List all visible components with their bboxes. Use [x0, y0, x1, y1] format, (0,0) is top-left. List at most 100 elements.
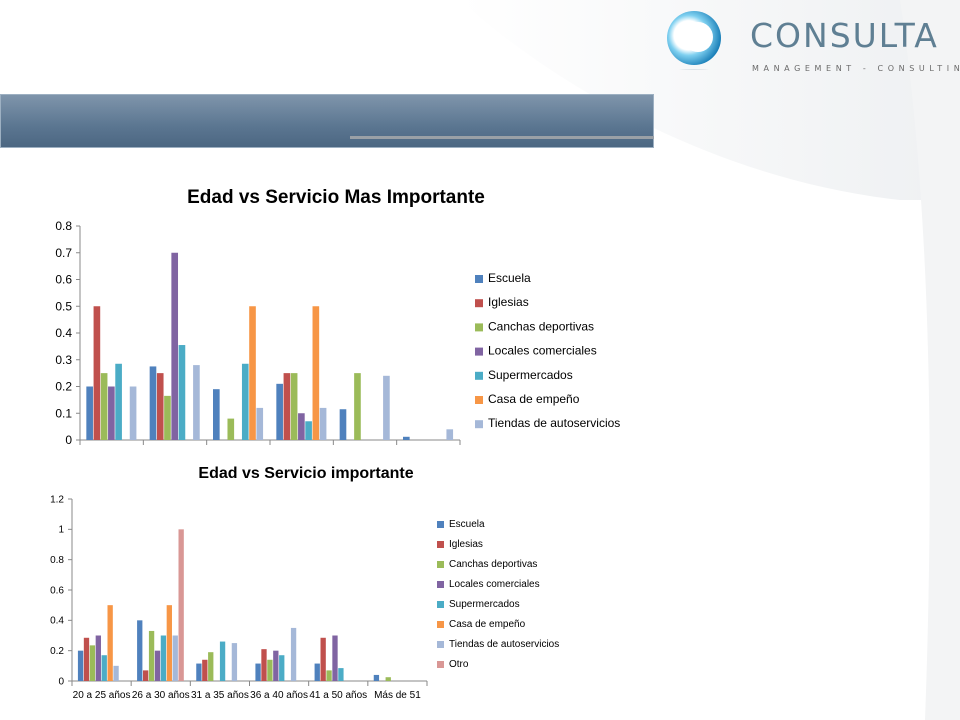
banner-underline	[350, 136, 654, 139]
legend-label: Iglesias	[488, 295, 529, 309]
bar	[154, 650, 161, 681]
legend-swatch	[437, 521, 444, 528]
bar	[273, 650, 279, 681]
legend-label: Escuela	[449, 519, 485, 530]
bar	[219, 641, 226, 681]
legend-label: Casa de empeño	[449, 619, 526, 630]
bar	[93, 306, 101, 440]
legend-swatch	[437, 621, 444, 628]
legend-swatch	[475, 275, 483, 283]
bar	[241, 363, 249, 440]
legend-swatch	[437, 641, 444, 648]
bar	[86, 386, 93, 440]
bar	[137, 620, 143, 681]
x-category-label: 31 a 35 años	[191, 690, 249, 701]
bar	[298, 413, 305, 440]
bar	[77, 650, 84, 681]
legend-label: Supermercados	[449, 599, 520, 610]
y-tick-label: 0.8	[50, 555, 64, 566]
bar	[160, 635, 167, 681]
legend-swatch	[475, 299, 483, 308]
bar	[156, 373, 164, 440]
y-tick-label: 0.3	[55, 353, 72, 367]
bar	[249, 306, 256, 440]
bar	[354, 373, 361, 440]
bar	[95, 635, 101, 681]
legend-swatch	[475, 420, 483, 429]
legend-label: Locales comerciales	[449, 579, 540, 590]
y-tick-label: 0.4	[50, 616, 64, 627]
bar	[89, 645, 96, 681]
legend-label: Tiendas de autoservicios	[488, 416, 620, 430]
legend-swatch	[437, 561, 444, 568]
chart-title: Edad vs Servicio Mas Importante	[187, 187, 485, 208]
legend-label: Iglesias	[449, 539, 483, 550]
bar	[193, 365, 200, 440]
legend-swatch	[475, 347, 483, 356]
bar	[171, 252, 179, 440]
y-tick-label: 0.1	[55, 406, 72, 420]
y-tick-label: 0.2	[55, 380, 72, 394]
legend-label: Otro	[449, 659, 469, 670]
bar	[178, 529, 184, 681]
legend-label: Supermercados	[488, 368, 573, 382]
chart-panel: Edad vs Servicio Mas Importante 0 0.1 0.2 0.…	[30, 170, 630, 715]
bar	[213, 389, 220, 440]
bar	[290, 373, 298, 440]
x-category-label: 26 a 30 años	[132, 690, 190, 701]
legend-swatch	[475, 396, 483, 404]
legend-swatch	[437, 661, 444, 668]
x-category-label: 41 a 50 años	[309, 690, 367, 701]
y-tick-label: 0	[65, 433, 72, 447]
bar	[339, 409, 347, 440]
bar	[172, 635, 178, 681]
y-tick-label: 0.7	[55, 246, 72, 260]
y-tick-label: 0.4	[55, 326, 72, 340]
y-tick-label: 1	[58, 525, 64, 536]
logo-ring-icon	[667, 11, 721, 70]
bar	[256, 407, 264, 440]
x-category-label: Más de 51	[374, 690, 421, 701]
bar	[149, 366, 157, 440]
bar	[261, 649, 267, 681]
bar	[143, 670, 149, 681]
bar	[332, 635, 338, 681]
bar	[314, 663, 320, 681]
legend-swatch	[437, 601, 444, 608]
chart-edad-servicio-importante: Edad vs Servicio importante 0 0.2 0.4 0.6 0.8…	[50, 465, 559, 701]
bar	[283, 373, 291, 440]
y-tick-label: 0.5	[55, 299, 72, 313]
bar	[385, 677, 391, 681]
legend-swatch	[437, 581, 444, 588]
bar	[148, 630, 155, 681]
bar	[107, 605, 113, 681]
bar	[227, 418, 235, 440]
bar	[383, 375, 390, 440]
bar	[326, 670, 332, 681]
bar	[446, 429, 454, 440]
legend-label: Canchas deportivas	[488, 319, 594, 333]
bar	[320, 637, 326, 681]
bar	[202, 659, 208, 681]
y-tick-label: 0.8	[55, 219, 72, 233]
bar	[338, 668, 344, 681]
bar	[305, 421, 312, 440]
legend-swatch	[475, 323, 483, 332]
legend-label: Casa de empeño	[488, 392, 580, 406]
bar	[319, 407, 327, 440]
legend-swatch	[437, 541, 444, 548]
x-category-label: 20 a 25 años	[73, 690, 131, 701]
bar	[255, 663, 261, 681]
bar	[100, 373, 108, 440]
bar	[108, 386, 115, 440]
bar	[276, 383, 283, 440]
bar	[115, 363, 122, 440]
y-tick-label: 0.2	[50, 646, 64, 657]
x-category-label: 36 a 40 años	[250, 690, 308, 701]
bar	[113, 665, 119, 681]
legend-label: Canchas deportivas	[449, 559, 537, 570]
chart-edad-servicio-mas-importante: Edad vs Servicio Mas Importante 0 0.1 0.2 0.…	[55, 187, 620, 447]
legend-swatch	[475, 371, 483, 380]
bar	[312, 306, 320, 440]
